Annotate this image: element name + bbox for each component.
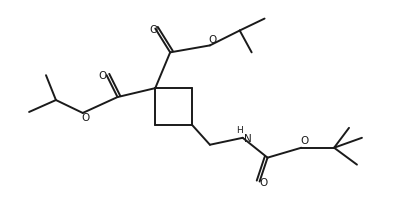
Text: O: O [82, 113, 90, 123]
Text: O: O [209, 35, 217, 45]
Text: H: H [236, 126, 243, 135]
Text: O: O [300, 136, 309, 146]
Text: N: N [244, 134, 251, 144]
Text: O: O [259, 177, 268, 187]
Text: O: O [149, 24, 158, 35]
Text: O: O [98, 71, 107, 81]
